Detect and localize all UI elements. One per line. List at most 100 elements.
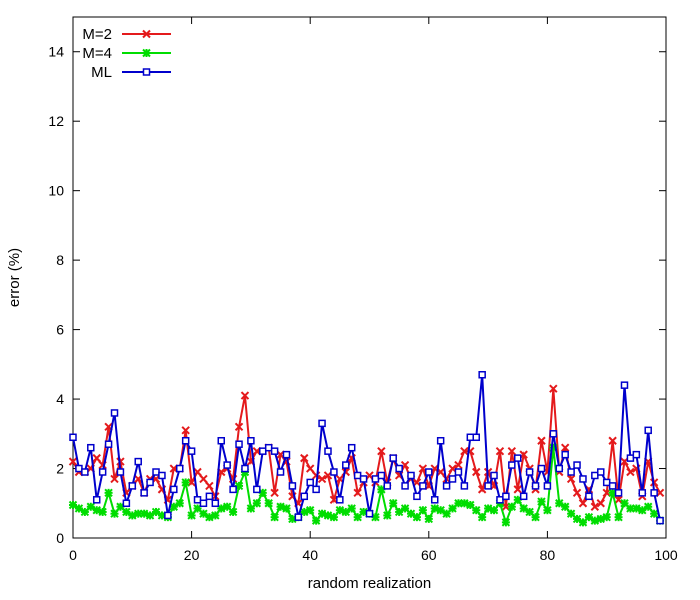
data-point <box>353 471 362 480</box>
data-point <box>501 518 511 527</box>
data-point <box>507 446 517 456</box>
data-point <box>549 384 558 393</box>
data-point <box>614 495 623 505</box>
series-1 <box>68 443 665 527</box>
data-point <box>466 433 475 442</box>
data-point <box>436 436 445 445</box>
data-point <box>495 446 505 456</box>
data-point <box>531 512 540 522</box>
data-point <box>169 502 179 511</box>
data-point <box>525 468 534 476</box>
data-point <box>134 457 142 466</box>
data-point <box>247 436 255 445</box>
legend-label: ML <box>91 64 112 81</box>
data-point <box>514 454 522 462</box>
data-point <box>412 512 422 522</box>
x-tick-label: 100 <box>654 547 678 563</box>
data-point <box>187 447 196 455</box>
data-point <box>152 468 160 476</box>
data-point <box>75 464 83 473</box>
data-point <box>306 478 314 487</box>
data-point <box>235 440 243 448</box>
data-point <box>543 506 552 515</box>
data-point <box>442 482 451 490</box>
series-layer <box>68 371 665 527</box>
data-point <box>484 482 492 490</box>
data-point <box>531 482 540 490</box>
data-point <box>596 499 605 508</box>
data-point <box>413 492 421 501</box>
data-point <box>602 478 611 487</box>
data-point <box>513 485 522 494</box>
data-point <box>323 511 333 520</box>
data-point <box>264 499 273 508</box>
data-point <box>383 482 392 490</box>
data-point <box>383 511 392 520</box>
data-point <box>572 488 582 498</box>
data-point <box>234 422 244 432</box>
data-point <box>282 450 291 459</box>
data-point <box>448 504 457 513</box>
data-point <box>110 509 119 518</box>
data-point <box>259 447 267 455</box>
data-point <box>353 488 362 498</box>
data-point <box>377 446 386 456</box>
data-point <box>389 454 397 462</box>
data-point <box>317 474 327 484</box>
data-point <box>140 489 148 497</box>
data-point <box>478 371 486 379</box>
data-point <box>98 507 107 517</box>
data-point <box>87 443 95 452</box>
x-tick-label: 60 <box>421 547 437 563</box>
data-point <box>116 468 125 476</box>
data-point <box>68 500 78 510</box>
data-point <box>519 492 528 501</box>
data-point <box>240 391 250 400</box>
data-point <box>472 467 481 477</box>
data-point <box>110 474 119 484</box>
data-point <box>472 433 480 442</box>
x-tick-label: 40 <box>302 547 318 563</box>
data-point <box>324 447 332 455</box>
data-point <box>211 511 220 520</box>
data-point <box>425 468 433 476</box>
data-point <box>608 436 617 445</box>
y-tick-label: 2 <box>56 461 64 477</box>
data-point <box>104 488 113 498</box>
data-point <box>205 512 214 522</box>
data-point <box>597 468 605 476</box>
data-point <box>472 506 481 515</box>
data-point <box>223 461 231 469</box>
data-point <box>347 504 356 513</box>
data-point <box>122 499 131 508</box>
data-point <box>644 502 653 511</box>
data-point <box>181 478 190 487</box>
legend-label: M=2 <box>82 26 112 43</box>
data-point <box>158 471 166 480</box>
x-tick-label: 0 <box>69 547 77 563</box>
data-point <box>638 489 647 497</box>
data-point <box>543 482 552 490</box>
data-point <box>92 496 101 504</box>
data-point <box>128 482 137 490</box>
data-point <box>175 464 184 473</box>
data-point <box>365 509 374 518</box>
data-point <box>400 504 410 513</box>
y-tick-label: 4 <box>56 391 64 407</box>
data-point <box>566 474 576 484</box>
data-point <box>460 482 469 490</box>
data-point <box>418 506 428 515</box>
data-point <box>342 461 350 469</box>
data-point <box>318 419 326 428</box>
data-point <box>241 464 249 473</box>
series-line <box>72 374 662 521</box>
data-point <box>389 499 398 508</box>
data-point <box>336 496 344 504</box>
data-point <box>170 485 178 494</box>
data-point <box>519 504 528 513</box>
data-point <box>217 436 225 445</box>
data-point <box>69 433 77 442</box>
data-point <box>181 436 190 445</box>
data-point <box>560 502 570 511</box>
data-point <box>502 492 510 501</box>
